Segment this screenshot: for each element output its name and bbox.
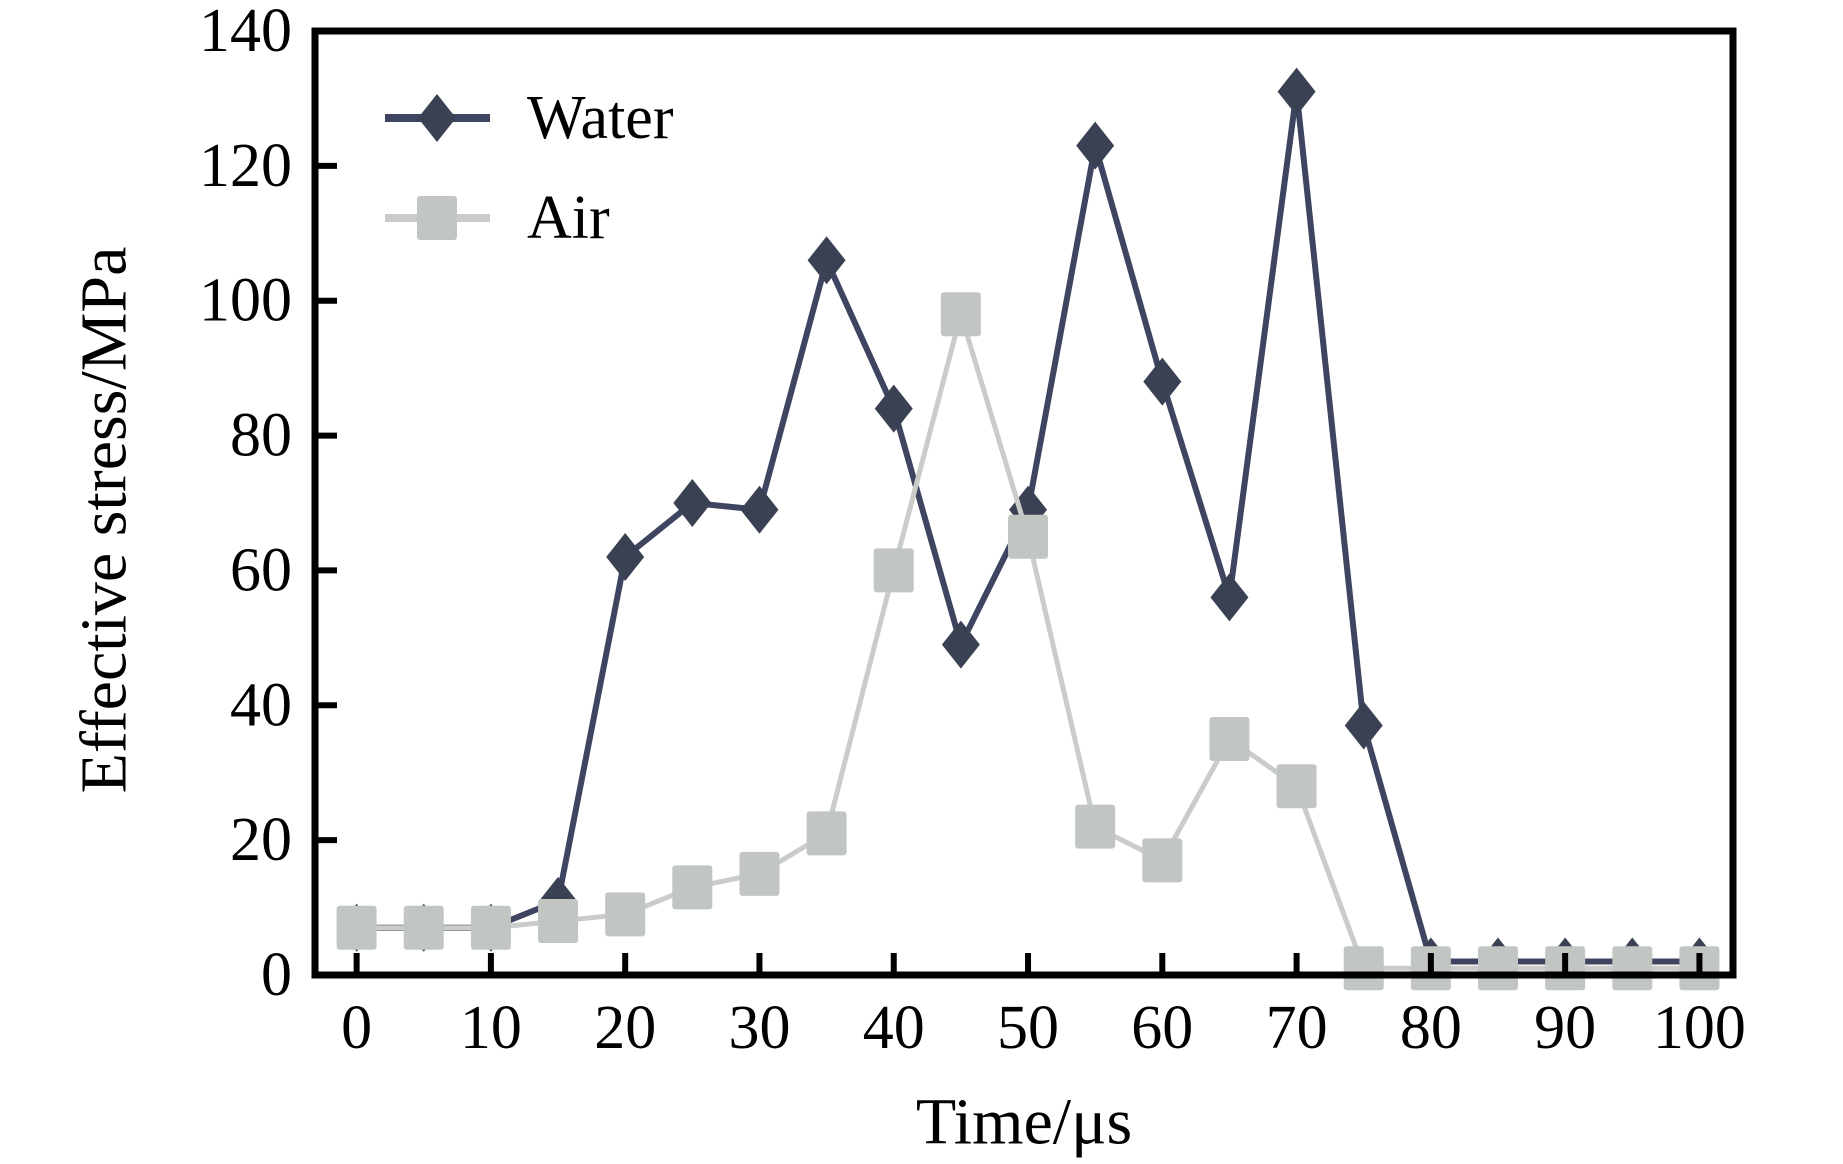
air-marker — [1343, 946, 1384, 991]
x-tick-label: 40 — [863, 994, 925, 1062]
x-tick-label: 90 — [1534, 994, 1596, 1062]
air-marker — [940, 292, 981, 337]
series-air — [336, 292, 1720, 991]
y-axis: 0 20 40 60 80 100 120 140 — [199, 0, 337, 1009]
air-marker — [739, 851, 780, 896]
water-marker — [874, 384, 913, 433]
y-tick-label: 140 — [199, 0, 292, 65]
air-marker — [538, 899, 579, 944]
water-marker — [941, 620, 980, 669]
y-tick-label: 40 — [230, 671, 292, 739]
x-tick-label: 50 — [997, 994, 1059, 1062]
water-marker — [1076, 121, 1115, 170]
water-marker — [740, 485, 779, 534]
air-marker — [605, 892, 646, 937]
legend-item-water: Water — [385, 84, 674, 152]
air-marker — [672, 865, 713, 910]
x-tick-label: 0 — [341, 994, 372, 1062]
x-tick-label: 60 — [1131, 994, 1193, 1062]
air-marker — [403, 905, 444, 950]
legend-water-label: Water — [527, 84, 674, 152]
y-axis-title: Effective stress/MPa — [68, 247, 141, 794]
legend-item-air: Air — [385, 184, 610, 252]
plot-frame — [311, 27, 1737, 979]
y-tick-label: 60 — [230, 536, 292, 604]
air-marker — [336, 905, 377, 950]
air-marker — [806, 811, 847, 856]
x-axis-title: Time/μs — [916, 1086, 1132, 1159]
y-tick-label: 20 — [230, 806, 292, 874]
y-tick-label: 120 — [199, 132, 292, 200]
legend-air-marker — [417, 196, 457, 240]
x-tick-label: 80 — [1400, 994, 1462, 1062]
water-marker — [1143, 357, 1182, 406]
water-marker — [1277, 67, 1316, 116]
legend: Water Air — [385, 84, 674, 252]
water-marker — [1344, 701, 1383, 750]
water-marker — [606, 532, 645, 581]
x-tick-label: 100 — [1653, 994, 1746, 1062]
x-tick-label: 70 — [1266, 994, 1328, 1062]
air-marker — [1478, 946, 1519, 991]
legend-water-marker — [418, 94, 456, 142]
water-marker — [1210, 573, 1249, 622]
air-marker — [873, 548, 914, 593]
legend-air-label: Air — [527, 184, 610, 252]
air-marker — [1075, 804, 1116, 849]
air-marker — [1008, 514, 1049, 559]
y-tick-label: 80 — [230, 402, 292, 470]
y-tick-label: 100 — [199, 267, 292, 335]
air-marker — [1209, 717, 1250, 761]
air-marker — [1612, 946, 1653, 991]
y-tick-label: 0 — [261, 941, 292, 1009]
water-marker — [807, 236, 846, 285]
air-marker — [1276, 764, 1317, 809]
x-tick-label: 30 — [728, 994, 790, 1062]
water-marker — [673, 479, 712, 527]
x-axis: 0 10 20 30 40 50 60 70 80 90 100 — [341, 953, 1746, 1062]
air-marker — [470, 905, 511, 950]
x-tick-label: 20 — [594, 994, 656, 1062]
x-tick-label: 10 — [460, 994, 522, 1062]
air-marker — [1142, 838, 1183, 883]
